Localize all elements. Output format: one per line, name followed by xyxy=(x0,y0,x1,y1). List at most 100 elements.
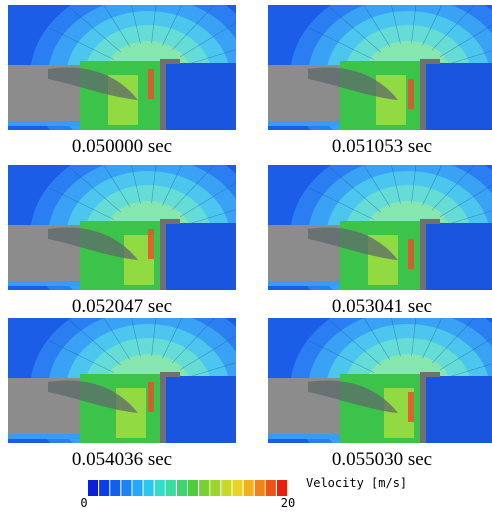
jet-hot xyxy=(408,79,414,109)
jet-hot xyxy=(148,229,154,259)
hub-strip xyxy=(8,121,80,126)
hub-strip xyxy=(8,281,80,286)
jet-hot xyxy=(148,69,154,99)
outlet-region xyxy=(426,376,492,443)
hub-strip xyxy=(268,121,340,126)
outlet-region xyxy=(426,63,492,130)
blade xyxy=(308,227,398,260)
streak xyxy=(179,22,236,57)
caption: 0.055030 sec xyxy=(332,449,432,470)
colorbar-max: 20 xyxy=(281,496,295,510)
colorbar-swatch xyxy=(210,480,221,496)
outlet-region xyxy=(166,63,236,130)
streak xyxy=(363,165,391,207)
outlet-region xyxy=(166,223,236,290)
outlet-region xyxy=(166,376,236,443)
simulation-panel xyxy=(8,165,236,290)
colorbar-swatch xyxy=(176,480,187,496)
blade xyxy=(308,380,398,413)
jet-core xyxy=(116,388,146,438)
blade xyxy=(48,227,138,260)
blade xyxy=(308,67,398,100)
colorbar-swatch xyxy=(188,480,199,496)
streak xyxy=(329,7,381,53)
streak xyxy=(49,27,114,60)
colorbar-swatch xyxy=(132,480,143,496)
streak xyxy=(185,362,236,379)
hub-strip xyxy=(268,434,340,439)
streak xyxy=(411,318,417,357)
streak xyxy=(179,335,236,370)
colorbar-swatch xyxy=(232,480,243,496)
streak xyxy=(422,5,443,46)
simulation-panel xyxy=(268,165,492,290)
streak xyxy=(439,24,492,57)
streak xyxy=(103,318,131,360)
wall xyxy=(420,61,426,130)
streak xyxy=(309,340,374,373)
streak xyxy=(411,5,417,44)
wall xyxy=(160,374,166,443)
streak xyxy=(103,165,131,207)
streak xyxy=(162,5,183,46)
streak xyxy=(69,7,121,53)
jet-core xyxy=(376,75,406,125)
streak xyxy=(103,5,131,47)
wall xyxy=(160,221,166,290)
streak xyxy=(172,318,215,364)
simulation-panel xyxy=(8,318,236,443)
wall-cap xyxy=(420,372,440,377)
streak xyxy=(162,165,183,206)
colorbar xyxy=(88,480,287,496)
caption: 0.050000 sec xyxy=(72,136,172,157)
streak xyxy=(391,5,401,44)
jet-hot xyxy=(408,239,414,269)
simulation-panel xyxy=(268,318,492,443)
colorbar-swatch xyxy=(154,480,165,496)
streak xyxy=(172,165,215,211)
caption: 0.051053 sec xyxy=(332,136,432,157)
streak xyxy=(162,318,183,359)
streak xyxy=(179,182,236,217)
colorbar-swatch xyxy=(99,480,110,496)
wall xyxy=(420,374,426,443)
caption: 0.054036 sec xyxy=(72,449,172,470)
streak xyxy=(329,167,381,213)
jet-hot xyxy=(408,392,414,422)
streak xyxy=(439,337,492,370)
streak xyxy=(69,320,121,366)
streak xyxy=(432,165,475,211)
streak xyxy=(151,5,157,44)
streak xyxy=(422,318,443,359)
wall-cap xyxy=(160,372,180,377)
streak xyxy=(432,318,475,364)
streak xyxy=(411,165,417,204)
colorbar-swatch xyxy=(265,480,276,496)
streak xyxy=(391,165,401,204)
streak xyxy=(172,5,215,51)
colorbar-swatch xyxy=(276,480,287,496)
simulation-panel xyxy=(8,5,236,130)
colorbar-swatch xyxy=(121,480,132,496)
wall xyxy=(420,221,426,290)
colorbar-swatch xyxy=(110,480,121,496)
caption: 0.053041 sec xyxy=(332,296,432,317)
wall xyxy=(160,61,166,130)
streak xyxy=(432,5,475,51)
blade xyxy=(48,67,138,100)
wall-cap xyxy=(160,59,180,64)
jet-hot xyxy=(148,382,154,412)
hub-strip xyxy=(268,281,340,286)
streak xyxy=(131,318,141,357)
colorbar-swatch xyxy=(221,480,232,496)
wall-cap xyxy=(420,59,440,64)
colorbar-swatch xyxy=(88,480,99,496)
caption: 0.052047 sec xyxy=(72,296,172,317)
streak xyxy=(445,210,492,226)
colorbar-min: 0 xyxy=(80,496,87,510)
outlet-region xyxy=(426,223,492,290)
streak xyxy=(439,184,492,217)
streak xyxy=(151,165,157,204)
